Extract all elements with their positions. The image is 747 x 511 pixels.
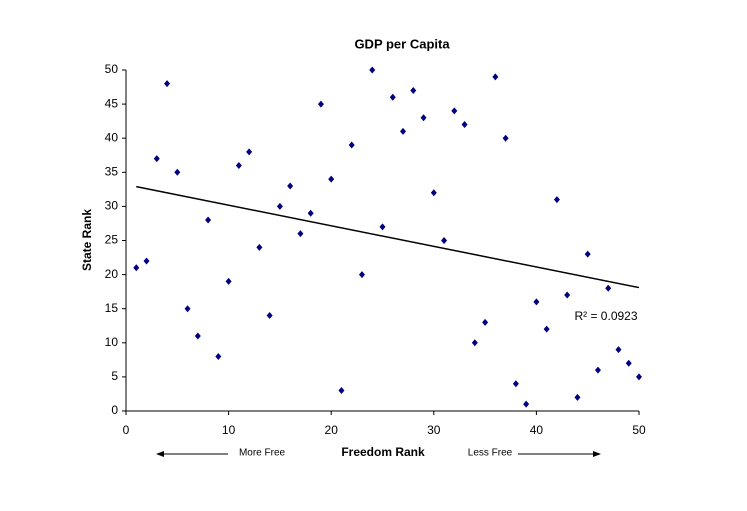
point (143, 257, 150, 265)
y-tick-label: 10 (105, 335, 119, 349)
point (164, 80, 171, 88)
y-tick-label: 45 (105, 96, 119, 110)
y-tick-label: 5 (111, 369, 118, 383)
point (625, 359, 632, 367)
point (194, 332, 201, 340)
point (174, 168, 181, 176)
point (246, 148, 253, 156)
annotation: Less Free (468, 448, 513, 459)
point (636, 373, 642, 381)
point (235, 161, 242, 169)
point (574, 393, 581, 401)
point (266, 312, 273, 320)
point (317, 100, 324, 108)
annotation: More Free (239, 448, 286, 459)
point (584, 250, 591, 258)
point (594, 366, 601, 374)
point (369, 66, 376, 74)
point (461, 121, 468, 129)
point (451, 107, 458, 115)
y-axis-title: State Rank (80, 209, 94, 271)
point (297, 230, 304, 238)
point (543, 325, 550, 333)
x-tick-label: 50 (632, 423, 646, 437)
point (348, 141, 355, 149)
point (615, 346, 622, 354)
point (133, 264, 140, 272)
x-tick-label: 10 (222, 423, 236, 437)
x-axis-title: Freedom Rank (341, 445, 425, 459)
point (389, 93, 396, 101)
point (471, 339, 478, 347)
point (338, 387, 345, 395)
point (400, 127, 407, 135)
y-tick-label: 40 (105, 130, 119, 144)
point (379, 223, 386, 231)
point (153, 155, 160, 163)
annotation: R² = 0.0923 (574, 309, 637, 323)
point (512, 380, 519, 388)
point (307, 209, 314, 217)
point (215, 352, 222, 360)
x-tick-label: 40 (530, 423, 544, 437)
point (523, 400, 530, 408)
y-tick-label: 35 (105, 164, 119, 178)
point (533, 298, 540, 306)
y-tick-label: 20 (105, 267, 119, 281)
point (328, 175, 335, 183)
point (287, 182, 294, 190)
x-tick-label: 30 (427, 423, 441, 437)
point (502, 134, 509, 142)
x-tick-label: 20 (325, 423, 339, 437)
point (410, 86, 417, 94)
point (276, 202, 283, 210)
y-tick-label: 25 (105, 233, 119, 247)
trendline (136, 185, 640, 289)
point (225, 277, 232, 285)
y-tick-label: 50 (105, 62, 119, 76)
point (553, 196, 560, 204)
x-tick-label: 0 (123, 423, 130, 437)
y-tick-label: 30 (105, 199, 119, 213)
y-tick-label: 0 (111, 403, 118, 417)
point (564, 291, 571, 299)
point (184, 305, 191, 313)
point (420, 114, 427, 122)
point (482, 318, 489, 326)
y-tick-label: 15 (105, 301, 119, 315)
chart-title: GDP per Capita (354, 36, 450, 51)
point (441, 237, 448, 244)
point (605, 284, 612, 292)
point (358, 271, 365, 279)
point (205, 216, 212, 224)
point (492, 73, 499, 81)
point (256, 243, 263, 251)
point (430, 189, 437, 197)
